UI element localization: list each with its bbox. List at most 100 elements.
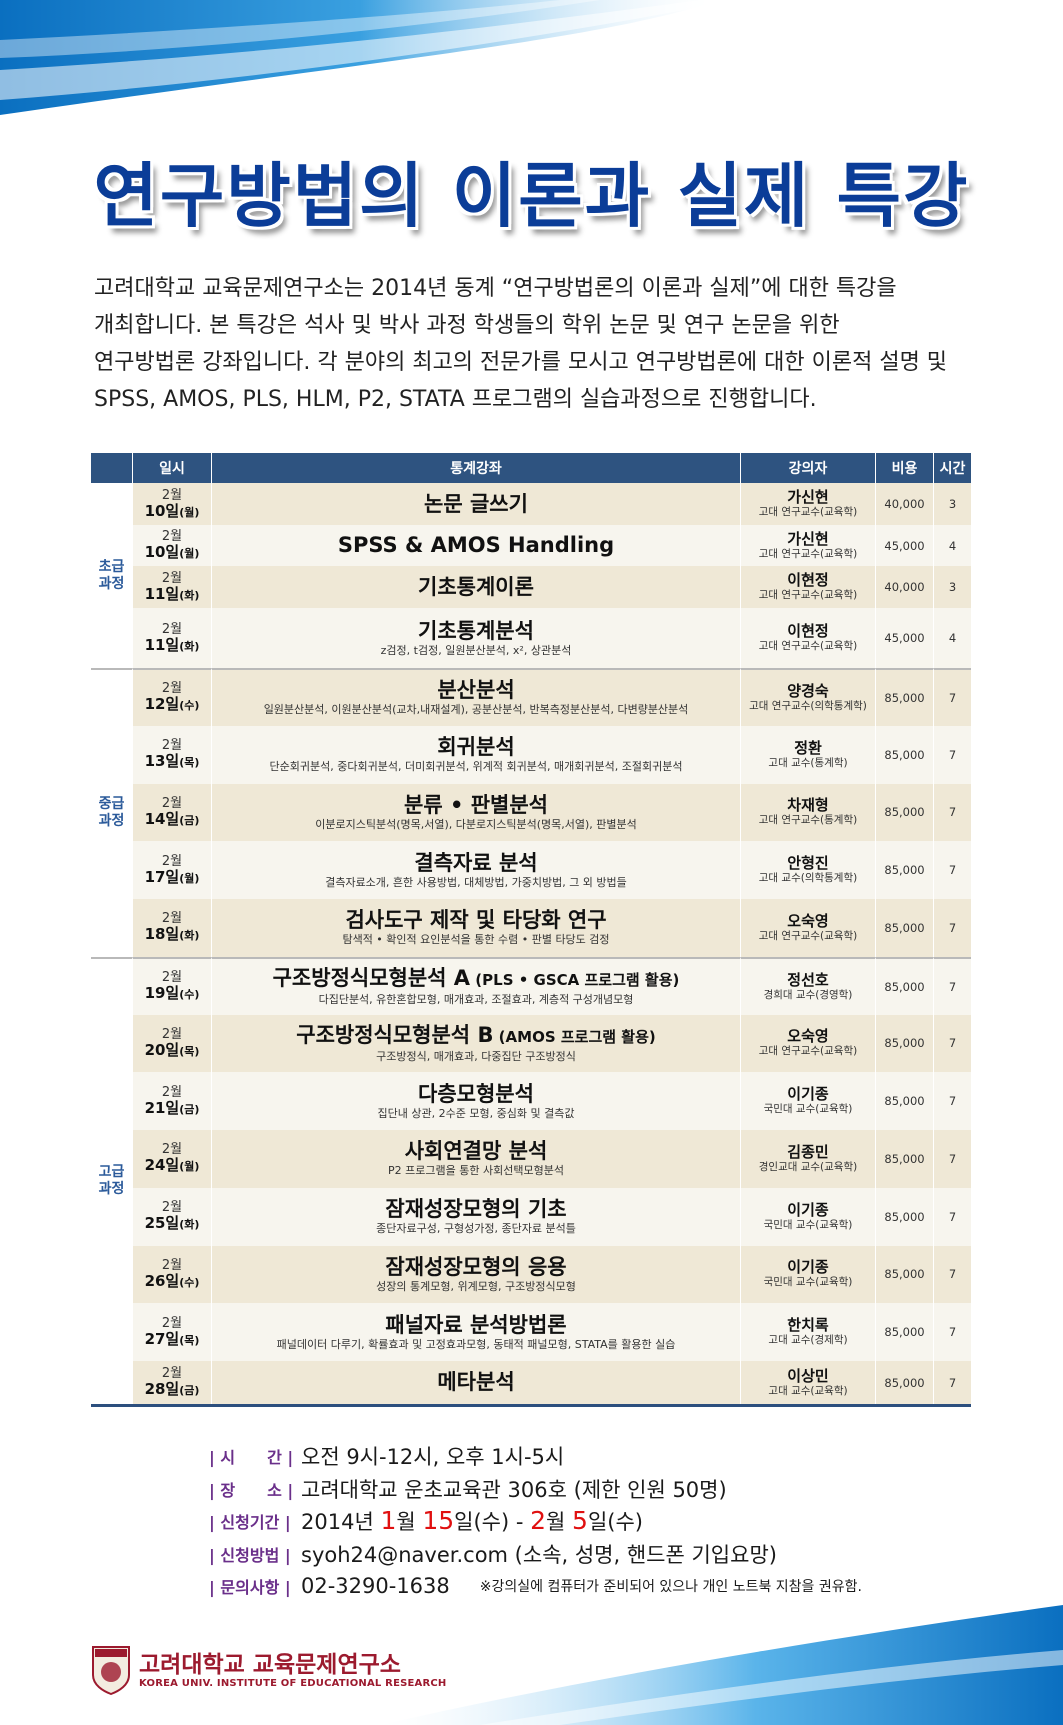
fee-cell: 85,000	[875, 956, 933, 1015]
place-label: | 장 소 |	[209, 1480, 294, 1500]
notice-text: ※강의실에 컴퓨터가 준비되어 있으나 개인 노트북 지참을 권유함.	[479, 1579, 862, 1596]
intro-line: 개최합니다. 본 특강은 석사 및 박사 과정 학생들의 학위 논문 및 연구 …	[94, 313, 840, 338]
period-start-month: 1	[380, 1506, 397, 1536]
intro-line: 연구방법론 강좌입니다. 각 분야의 최고의 전문가를 모시고 연구방법론에 대…	[94, 350, 948, 375]
info-contact: | 문의사항 | 02-3290-1638 ※강의실에 컴퓨터가 준비되어 있으…	[209, 1570, 862, 1603]
fee-cell: 85,000	[875, 783, 933, 842]
course-topics: 결측자료소개, 흔한 사용방법, 대체방법, 가중치방법, 그 외 방법들	[325, 875, 627, 889]
lecturer-cell: 정선호 경희대 교수(경영학)	[740, 956, 875, 1015]
course-topics: 집단내 상관, 2수준 모형, 중심화 및 결측값	[377, 1106, 575, 1120]
group-label: 중급 과정	[91, 668, 132, 957]
course-name: 검사도구 제작 및 타당화 연구	[345, 908, 607, 933]
place-value: 고려대학교 운초교육관 306호 (제한 인원 50명)	[301, 1477, 727, 1502]
lecturer-cell: 정환 고대 교수(통계학)	[740, 725, 875, 784]
course-title: 분산분석	[437, 678, 514, 703]
lecturer-cell: 오숙영 고대 연구교수(교육학)	[740, 1014, 875, 1073]
date-month: 2월	[161, 1257, 183, 1273]
lecturer-affiliation: 고대 연구교수(교육학)	[758, 547, 858, 560]
info-method: | 신청방법 | syoh24@naver.com (소속, 성명, 핸드폰 기…	[209, 1538, 862, 1571]
day: 10일	[144, 501, 180, 520]
course-topics: 일원분산분석, 이원분산분석(교차,내재설계), 공분산분석, 반복측정분산분석…	[263, 703, 689, 717]
hours-cell: 7	[933, 1130, 971, 1188]
day: 14일	[144, 809, 180, 828]
day: 28일	[144, 1380, 180, 1398]
method-label: | 신청방법 |	[209, 1545, 291, 1565]
hours-cell: 7	[933, 783, 971, 842]
course-name: 기초통계이론	[418, 574, 534, 599]
intro-line: 고려대학교 교육문제연구소는 2014년 동계 “연구방법론의 이론과 실제”에…	[94, 276, 897, 301]
date-cell: 2월 11일(화)	[132, 566, 211, 608]
weekday: (월)	[179, 505, 200, 519]
time-label: | 시 간 |	[209, 1448, 294, 1468]
lecturer-name: 양경숙	[787, 681, 829, 700]
weekday: (월)	[179, 1160, 200, 1174]
course-name: 결측자료 분석	[414, 850, 538, 875]
weekday: (화)	[179, 639, 200, 653]
course-title: 결측자료 분석	[414, 851, 537, 876]
date-cell: 2월 10일(월)	[132, 525, 211, 566]
weekday: (수)	[179, 699, 200, 713]
weekday: (목)	[179, 1044, 200, 1058]
date-day: 11일(화)	[144, 584, 200, 604]
day: 26일	[144, 1271, 180, 1290]
date-month: 2월	[161, 1315, 183, 1331]
hours-cell: 7	[933, 1072, 971, 1130]
hours-cell: 7	[933, 956, 971, 1015]
lecturer-cell: 이기종 국민대 교수(교육학)	[740, 1245, 875, 1304]
course-cell: 회귀분석 단순회귀분석, 중다회귀분석, 더미회귀분석, 위계적 회귀분석, 매개…	[211, 725, 740, 784]
course-name: 사회연결망 분석	[404, 1139, 548, 1164]
course-cell: 사회연결망 분석 P2 프로그램을 통한 사회선택모형분석	[211, 1130, 740, 1188]
course-title: 잠재성장모형의 기초	[385, 1197, 566, 1222]
period-start-day: 15	[422, 1506, 455, 1536]
date-cell: 2월 24일(월)	[132, 1130, 211, 1188]
lecturer-affiliation: 고대 교수(경제학)	[768, 1334, 848, 1347]
date-day: 13일(목)	[145, 753, 200, 771]
info-section: | 시 간 | 오전 9시-12시, 오후 1시-5시 | 장 소 | 고려대학…	[209, 1440, 862, 1603]
lecturer-affiliation: 국민대 교수(교육학)	[763, 1276, 853, 1289]
date-month: 2월	[161, 1084, 183, 1100]
course-topics: 종단자료구성, 구형성가정, 종단자료 분석틀	[376, 1222, 576, 1236]
date-cell: 2월 28일(금)	[132, 1361, 211, 1404]
date-day: 24일(월)	[145, 1157, 200, 1175]
fee-cell: 85,000	[875, 668, 933, 726]
fee-cell: 85,000	[875, 725, 933, 784]
period-end-day: 5	[572, 1506, 588, 1536]
hours-cell: 3	[933, 483, 971, 525]
lecturer-cell: 오숙영 고대 연구교수(교육학)	[740, 899, 875, 957]
day: 21일	[144, 1098, 180, 1117]
lecturer-name: 오숙영	[787, 1027, 829, 1046]
lecturer-cell: 안형진 고대 교수(의학통계학)	[740, 841, 875, 899]
course-cell: 다층모형분석 집단내 상관, 2수준 모형, 중심화 및 결측값	[211, 1072, 740, 1130]
korea-university-seal-icon	[92, 1646, 130, 1695]
schedule-table: 일시 통계강좌 강의자 비용 시간 초급 과정 2월 10일(월) 논문 글쓰기 가신현…	[91, 453, 971, 1407]
course-title: 구조방정식모형분석 A (PLS • GSCA 프로그램 활용)	[273, 966, 680, 993]
fee-cell: 85,000	[875, 1014, 933, 1073]
course-title: 논문 글쓰기	[424, 492, 528, 517]
date-day: 11일(화)	[145, 636, 200, 655]
course-cell: 결측자료 분석 결측자료소개, 흔한 사용방법, 대체방법, 가중치방법, 그 외…	[211, 841, 740, 899]
lecturer-name: 이기종	[787, 1200, 829, 1219]
course-name: 메타분석	[437, 1370, 515, 1394]
weekday: (월)	[179, 547, 200, 560]
header-date: 일시	[132, 453, 211, 483]
lecturer-name: 정선호	[787, 970, 829, 989]
lecturer-cell: 양경숙 고대 연구교수(의학통계학)	[740, 668, 875, 726]
weekday: (목)	[179, 756, 200, 770]
weekday: (화)	[179, 929, 200, 943]
course-topics: 성장의 통계모형, 위계모형, 구조방정식모형	[376, 1279, 576, 1293]
date-day: 20일(목)	[145, 1041, 200, 1060]
hours-cell: 7	[933, 725, 971, 784]
course-cell: 기초통계분석 z검정, t검정, 일원분산분석, x², 상관분석	[211, 608, 740, 668]
intro-paragraph: 고려대학교 교육문제연구소는 2014년 동계 “연구방법론의 이론과 실제”에…	[94, 270, 974, 418]
lecturer-name: 이현정	[787, 622, 829, 640]
course-name: 기초통계분석	[418, 618, 534, 643]
course-topics: P2 프로그램을 통한 사회선택모형분석	[388, 1164, 564, 1178]
course-topics: 다집단분석, 유한혼합모형, 매개효과, 조절효과, 계층적 구성개념모형	[318, 993, 634, 1007]
date-month: 2월	[161, 1142, 183, 1158]
fee-cell: 85,000	[875, 1361, 933, 1404]
course-title: 다층모형분석	[418, 1082, 534, 1107]
day: 11일	[144, 584, 180, 603]
course-name: SPSS & AMOS Handling	[337, 533, 615, 557]
header-hours: 시간	[933, 453, 971, 483]
hours-cell: 7	[933, 1014, 971, 1073]
